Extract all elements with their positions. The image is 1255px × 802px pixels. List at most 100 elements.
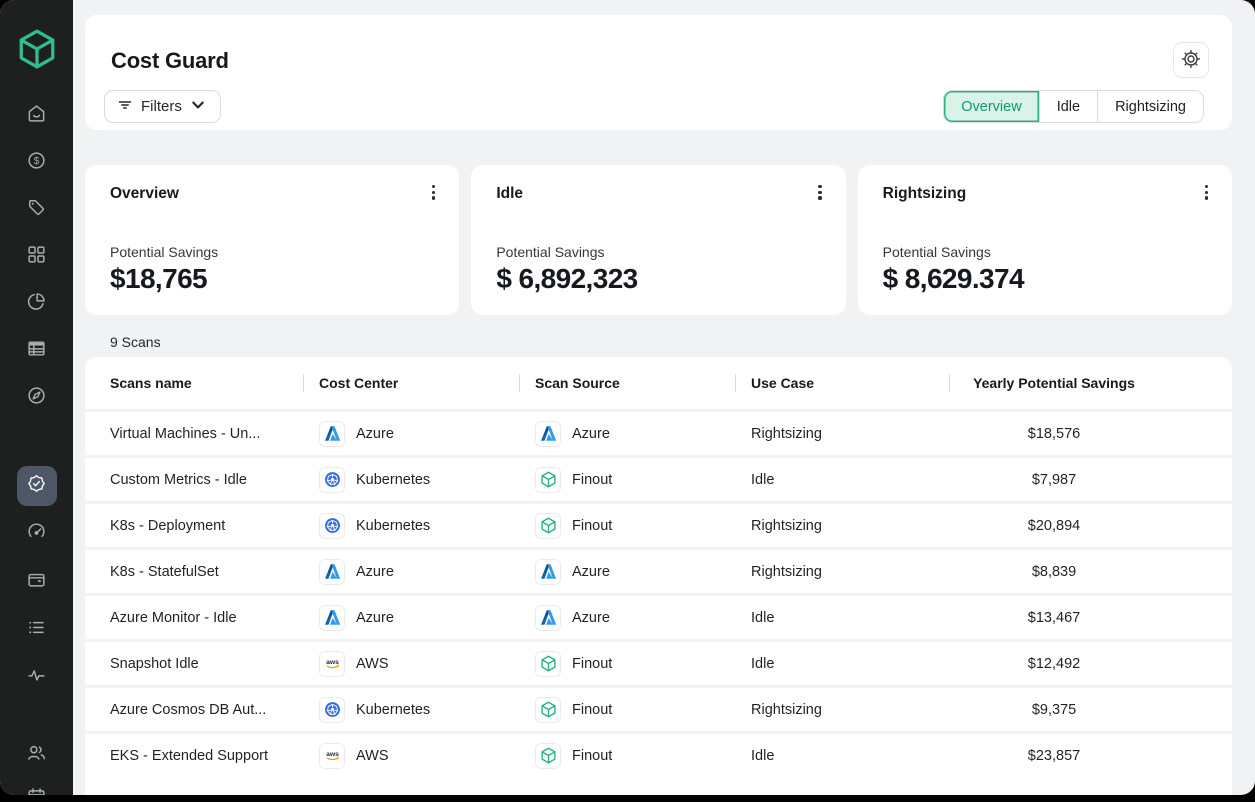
cost-center-label: Kubernetes: [356, 517, 431, 534]
chevron-down-icon: [190, 97, 206, 117]
table-row[interactable]: K8s - Deployment Kubernetes Finout Rightsiz…: [85, 501, 1232, 547]
table-row[interactable]: Azure Monitor - Idle Azure Azure Idle $13,46…: [85, 593, 1232, 639]
scan-source-cell: Azure: [519, 412, 735, 455]
svg-text:aws: aws: [326, 751, 339, 758]
scan-source-cell: Finout: [519, 504, 735, 547]
column-header[interactable]: Scans name: [110, 375, 192, 391]
filters-button[interactable]: Filters: [104, 90, 221, 123]
sidebar-item-users[interactable]: [17, 735, 57, 775]
sidebar-group-top: $: [17, 96, 57, 418]
grid-icon: [26, 244, 47, 270]
use-case: Rightsizing: [751, 701, 822, 718]
column-header[interactable]: Cost Center: [303, 357, 519, 409]
wallet-icon: [26, 569, 47, 595]
sidebar-item-home[interactable]: [17, 96, 57, 136]
sidebar-item-compass[interactable]: [17, 378, 57, 418]
scan-name: Azure Monitor - Idle: [110, 609, 237, 626]
kubernetes-icon: [319, 696, 345, 723]
yearly-savings: $12,492: [1027, 655, 1081, 672]
cost-center-label: Azure: [356, 425, 394, 442]
stat-cards-row: Overview Potential Savings $18,765 Idle Pote…: [85, 165, 1232, 315]
tab-rightsizing[interactable]: Rightsizing: [1115, 98, 1186, 115]
use-case: Idle: [751, 609, 775, 626]
sidebar-item-pie-chart[interactable]: [17, 284, 57, 324]
users-icon: [26, 742, 47, 768]
scan-source-cell: Finout: [519, 458, 735, 501]
use-case: Rightsizing: [751, 563, 822, 580]
finout-logo[interactable]: [16, 27, 58, 71]
filter-icon: [117, 97, 133, 117]
yearly-savings: $23,857: [1027, 747, 1081, 764]
scan-source-label: Azure: [572, 425, 610, 442]
sidebar-item-badge-check[interactable]: [16, 466, 57, 506]
use-case: Rightsizing: [751, 517, 822, 534]
scan-source-label: Azure: [572, 609, 610, 626]
list-icon: [26, 617, 47, 643]
use-case: Rightsizing: [751, 425, 822, 442]
cost-center-label: Azure: [356, 609, 394, 626]
finout-icon: [535, 512, 561, 539]
compass-icon: [26, 385, 47, 411]
sidebar-item-grid[interactable]: [17, 237, 57, 277]
header-card: Cost Guard Filters Overview Idle Rightsizi…: [85, 15, 1232, 130]
table-icon: [26, 338, 47, 364]
scan-source-label: Finout: [572, 517, 613, 534]
savings-amount: $ 8,629.374: [882, 263, 1025, 294]
column-header[interactable]: Yearly Potential Savings: [949, 357, 1159, 409]
aws-icon: aws: [319, 742, 345, 769]
home-icon: [26, 103, 47, 129]
tab-idle[interactable]: Idle: [1040, 91, 1099, 122]
sidebar-item-activity[interactable]: [17, 658, 57, 698]
cost-center-cell: aws AWS: [303, 734, 519, 777]
sidebar-item-tag[interactable]: [17, 190, 57, 230]
svg-text:$: $: [34, 156, 40, 167]
sidebar-item-calendar[interactable]: [17, 779, 57, 795]
table-row[interactable]: Snapshot Idle aws AWS Finout Idle $12,492: [85, 639, 1232, 685]
sidebar-item-dollar-circle[interactable]: $: [17, 143, 57, 183]
savings-amount: $18,765: [110, 263, 208, 294]
sidebar-item-table[interactable]: [17, 331, 57, 371]
gauge-icon: [26, 521, 47, 547]
table-row[interactable]: K8s - StatefulSet Azure Azure Rightsizing $8…: [85, 547, 1232, 593]
scan-source-cell: Azure: [519, 596, 735, 639]
sidebar-item-wallet[interactable]: [17, 562, 57, 602]
cost-center-cell: Azure: [303, 596, 519, 639]
gear-icon: [1181, 49, 1201, 72]
savings-label: Potential Savings: [882, 244, 991, 260]
table-row[interactable]: Custom Metrics - Idle Kubernetes Finout Idl…: [85, 455, 1232, 501]
scan-name: Azure Cosmos DB Aut...: [110, 701, 267, 718]
column-header[interactable]: Use Case: [735, 357, 949, 409]
tab-overview[interactable]: Overview: [944, 91, 1040, 122]
badge-check-icon: [26, 473, 47, 499]
sidebar-item-list[interactable]: [17, 610, 57, 650]
scan-name: K8s - StatefulSet: [110, 563, 219, 580]
azure-icon: [535, 558, 561, 585]
finout-icon: [535, 650, 561, 677]
cost-center-cell: Azure: [303, 412, 519, 455]
cost-center-cell: Kubernetes: [303, 688, 519, 731]
settings-button[interactable]: [1173, 42, 1209, 78]
table-row[interactable]: Virtual Machines - Un... Azure Azure Rights…: [85, 409, 1232, 455]
cost-center-label: AWS: [356, 747, 389, 764]
scans-count: 9 Scans: [110, 334, 161, 350]
stat-card-title: Rightsizing: [882, 185, 967, 202]
column-header[interactable]: Scan Source: [519, 357, 735, 409]
sidebar-item-gauge[interactable]: [17, 514, 57, 554]
scan-source-label: Finout: [572, 701, 613, 718]
kebab-menu-icon[interactable]: [814, 181, 825, 204]
sidebar-nav: $: [16, 96, 57, 795]
yearly-savings: $20,894: [1027, 517, 1081, 534]
scan-source-label: Finout: [572, 747, 613, 764]
activity-icon: [26, 665, 47, 691]
pie-chart-icon: [26, 291, 47, 317]
kebab-menu-icon[interactable]: [1201, 181, 1212, 204]
yearly-savings: $18,576: [1027, 425, 1081, 442]
table-row[interactable]: EKS - Extended Support aws AWS Finout Idle $2…: [85, 731, 1232, 777]
kebab-menu-icon[interactable]: [428, 181, 439, 204]
scan-source-label: Finout: [572, 655, 613, 672]
table-header: Scans name Cost Center Scan Source Use Case…: [85, 357, 1232, 409]
page-title: Cost Guard: [111, 48, 229, 73]
filters-label: Filters: [141, 98, 182, 115]
table-row[interactable]: Azure Cosmos DB Aut... Kubernetes Finout Ri…: [85, 685, 1232, 731]
